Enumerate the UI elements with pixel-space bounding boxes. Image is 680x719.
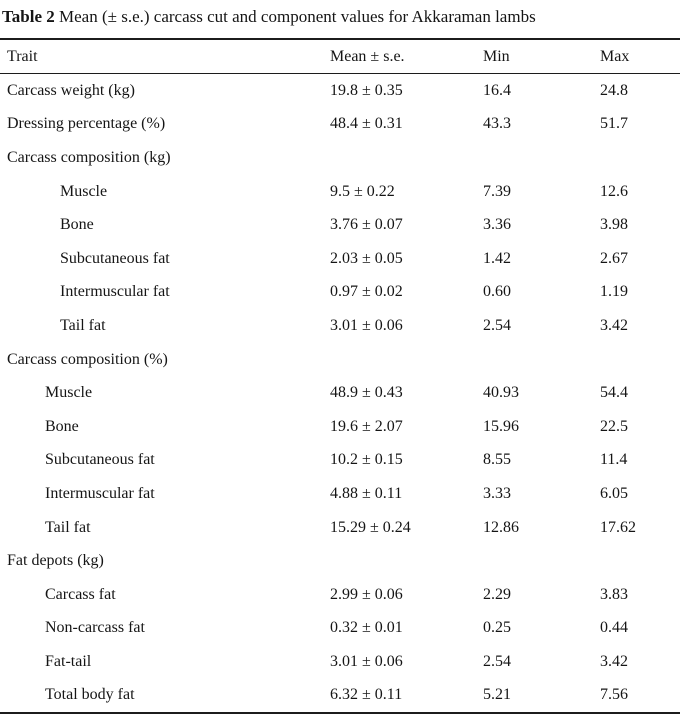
min-cell: 3.36 — [483, 216, 511, 234]
table-caption: Table 2 Mean (± s.e.) carcass cut and co… — [0, 0, 680, 38]
trait-cell: Bone — [45, 417, 79, 435]
min-cell: 5.21 — [483, 686, 511, 704]
trait-cell: Dressing percentage (%) — [7, 115, 166, 133]
min-cell: 16.4 — [483, 81, 511, 99]
table-row: Intermuscular fat 0.97 ± 0.02 0.60 1.19 — [0, 276, 680, 310]
table-body: Carcass weight (kg) 19.8 ± 0.35 16.4 24.… — [0, 74, 680, 712]
table-row: Total body fat 6.32 ± 0.11 5.21 7.56 — [0, 679, 680, 713]
min-cell: 7.39 — [483, 182, 511, 200]
mean-se-cell: 0.97 ± 0.02 — [330, 283, 403, 301]
trait-cell: Bone — [60, 216, 94, 234]
trait-cell: Carcass composition (kg) — [7, 148, 171, 166]
trait-cell: Tail fat — [45, 518, 91, 536]
column-header-mean-se: Mean ± s.e. — [330, 47, 405, 65]
carcass-data-table: Trait Mean ± s.e. Min Max Carcass weight… — [0, 38, 680, 715]
table-row: Carcass weight (kg) 19.8 ± 0.35 16.4 24.… — [0, 74, 680, 108]
mean-se-cell: 10.2 ± 0.15 — [330, 451, 403, 469]
column-header-max: Max — [600, 47, 630, 65]
table-row: Intermuscular fat 4.88 ± 0.11 3.33 6.05 — [0, 477, 680, 511]
max-cell: 12.6 — [600, 182, 628, 200]
max-cell: 3.42 — [600, 316, 628, 334]
mean-se-cell: 48.4 ± 0.31 — [330, 115, 403, 133]
table-row: Tail fat 15.29 ± 0.24 12.86 17.62 — [0, 511, 680, 545]
max-cell: 54.4 — [600, 384, 628, 402]
table-row: Bone 19.6 ± 2.07 15.96 22.5 — [0, 410, 680, 444]
table-caption-number: Table 2 — [2, 7, 55, 26]
trait-cell: Intermuscular fat — [60, 283, 170, 301]
mean-se-cell: 48.9 ± 0.43 — [330, 384, 403, 402]
table-row: Carcass composition (kg) — [0, 141, 680, 175]
trait-cell: Carcass composition (%) — [7, 350, 168, 368]
min-cell: 0.60 — [483, 283, 511, 301]
table-row: Fat-tail 3.01 ± 0.06 2.54 3.42 — [0, 645, 680, 679]
min-cell: 2.54 — [483, 316, 511, 334]
trait-cell: Subcutaneous fat — [45, 451, 155, 469]
column-header-trait: Trait — [7, 47, 38, 65]
min-cell: 43.3 — [483, 115, 511, 133]
table-row: Dressing percentage (%) 48.4 ± 0.31 43.3… — [0, 108, 680, 142]
min-cell: 40.93 — [483, 384, 519, 402]
table-row: Tail fat 3.01 ± 0.06 2.54 3.42 — [0, 309, 680, 343]
mean-se-cell: 0.32 ± 0.01 — [330, 619, 403, 637]
min-cell: 2.54 — [483, 652, 511, 670]
max-cell: 3.83 — [600, 585, 628, 603]
table-row: Carcass fat 2.99 ± 0.06 2.29 3.83 — [0, 578, 680, 612]
mean-se-cell: 19.8 ± 0.35 — [330, 81, 403, 99]
max-cell: 3.42 — [600, 652, 628, 670]
min-cell: 12.86 — [483, 518, 519, 536]
max-cell: 6.05 — [600, 484, 628, 502]
trait-cell: Muscle — [60, 182, 108, 200]
table-row: Fat depots (kg) — [0, 544, 680, 578]
column-header-min: Min — [483, 47, 510, 65]
min-cell: 1.42 — [483, 249, 511, 267]
max-cell: 51.7 — [600, 115, 628, 133]
mean-se-cell: 3.01 ± 0.06 — [330, 316, 403, 334]
table-caption-text: Mean (± s.e.) carcass cut and component … — [54, 7, 536, 26]
min-cell: 2.29 — [483, 585, 511, 603]
min-cell: 8.55 — [483, 451, 511, 469]
mean-se-cell: 9.5 ± 0.22 — [330, 182, 395, 200]
max-cell: 24.8 — [600, 81, 628, 99]
table-row: Subcutaneous fat 10.2 ± 0.15 8.55 11.4 — [0, 444, 680, 478]
trait-cell: Total body fat — [45, 686, 135, 704]
min-cell: 3.33 — [483, 484, 511, 502]
max-cell: 22.5 — [600, 417, 628, 435]
trait-cell: Muscle — [45, 384, 93, 402]
max-cell: 1.19 — [600, 283, 628, 301]
max-cell: 3.98 — [600, 216, 628, 234]
max-cell: 7.56 — [600, 686, 628, 704]
mean-se-cell: 2.99 ± 0.06 — [330, 585, 403, 603]
trait-cell: Carcass fat — [45, 585, 116, 603]
mean-se-cell: 15.29 ± 0.24 — [330, 518, 411, 536]
max-cell: 2.67 — [600, 249, 628, 267]
min-cell: 0.25 — [483, 619, 511, 637]
table-header-row: Trait Mean ± s.e. Min Max — [0, 40, 680, 74]
mean-se-cell: 3.76 ± 0.07 — [330, 216, 403, 234]
table-row: Muscle 9.5 ± 0.22 7.39 12.6 — [0, 175, 680, 209]
mean-se-cell: 19.6 ± 2.07 — [330, 417, 403, 435]
mean-se-cell: 2.03 ± 0.05 — [330, 249, 403, 267]
trait-cell: Non-carcass fat — [45, 619, 145, 637]
table-row: Subcutaneous fat 2.03 ± 0.05 1.42 2.67 — [0, 242, 680, 276]
trait-cell: Tail fat — [60, 316, 106, 334]
max-cell: 11.4 — [600, 451, 628, 469]
trait-cell: Intermuscular fat — [45, 484, 155, 502]
min-cell: 15.96 — [483, 417, 519, 435]
max-cell: 0.44 — [600, 619, 628, 637]
max-cell: 17.62 — [600, 518, 636, 536]
mean-se-cell: 6.32 ± 0.11 — [330, 686, 403, 704]
table-row: Bone 3.76 ± 0.07 3.36 3.98 — [0, 208, 680, 242]
table-row: Non-carcass fat 0.32 ± 0.01 0.25 0.44 — [0, 612, 680, 646]
trait-cell: Carcass weight (kg) — [7, 81, 135, 99]
table-row: Carcass composition (%) — [0, 343, 680, 377]
trait-cell: Fat-tail — [45, 652, 92, 670]
trait-cell: Fat depots (kg) — [7, 552, 104, 570]
table-row: Muscle 48.9 ± 0.43 40.93 54.4 — [0, 376, 680, 410]
trait-cell: Subcutaneous fat — [60, 249, 170, 267]
mean-se-cell: 3.01 ± 0.06 — [330, 652, 403, 670]
mean-se-cell: 4.88 ± 0.11 — [330, 484, 403, 502]
